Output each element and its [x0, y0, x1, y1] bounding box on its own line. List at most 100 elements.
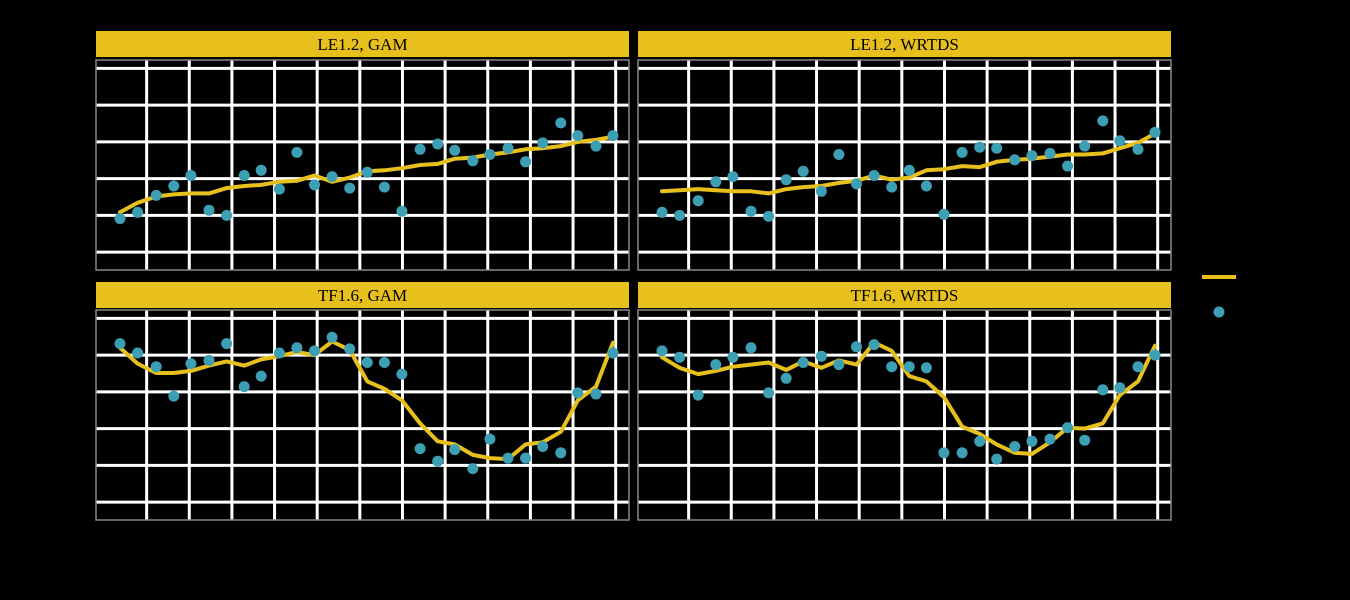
data-point: [780, 372, 792, 384]
data-point: [502, 142, 514, 154]
data-point: [537, 441, 549, 452]
data-point: [1009, 154, 1021, 166]
data-point: [1079, 434, 1091, 446]
data-point: [607, 130, 619, 142]
facet-strip-label: TF1.6, GAM: [318, 286, 407, 305]
facet-strip: [638, 282, 1171, 308]
data-point: [886, 181, 898, 193]
data-point: [361, 357, 373, 368]
data-point: [903, 164, 915, 176]
legend: [1202, 275, 1236, 318]
data-point: [255, 370, 267, 382]
facet-panel-2: LE1.2, WRTDS: [637, 31, 1172, 271]
plot-border: [95, 59, 630, 271]
facet-strip-label: LE1.2, WRTDS: [850, 35, 959, 54]
data-point: [938, 208, 950, 220]
data-point: [656, 206, 668, 218]
facet-panel-4: TF1.6, WRTDS: [637, 282, 1172, 521]
data-point: [956, 146, 968, 158]
data-point: [132, 206, 144, 218]
data-point: [326, 331, 338, 343]
data-point: [185, 170, 197, 181]
series-points: [114, 331, 619, 475]
data-point: [674, 209, 686, 221]
facet-panels: LE1.2, GAM LE1.2, WRTDS TF1.6, GAM TF1.6, W…: [95, 31, 1172, 521]
data-point: [396, 205, 408, 217]
data-point: [484, 433, 496, 445]
legend-point-key: [1213, 306, 1225, 318]
data-point: [467, 463, 479, 475]
data-point: [1132, 361, 1144, 373]
plot-border: [637, 59, 1172, 271]
data-point: [763, 387, 775, 399]
data-point: [520, 452, 532, 464]
data-point: [309, 179, 320, 191]
gridlines: [638, 310, 1171, 520]
data-point: [414, 443, 426, 455]
data-point: [797, 165, 809, 177]
data-point: [273, 183, 285, 195]
data-point: [745, 342, 757, 354]
data-point: [815, 185, 827, 197]
plot-background: [96, 60, 629, 270]
data-point: [344, 343, 356, 355]
series-points: [656, 115, 1161, 222]
data-point: [833, 359, 845, 371]
data-point: [1114, 135, 1126, 147]
data-point: [572, 387, 584, 399]
data-point: [727, 351, 739, 363]
data-point: [291, 342, 303, 354]
plot-border: [95, 309, 630, 521]
data-point: [656, 345, 668, 357]
data-point: [763, 210, 775, 222]
data-point: [938, 447, 950, 459]
series-points: [114, 117, 619, 225]
data-point: [572, 130, 584, 142]
data-point: [1044, 433, 1056, 445]
data-point: [238, 381, 250, 393]
data-point: [291, 146, 303, 158]
data-point: [607, 347, 619, 359]
data-point: [168, 390, 180, 402]
data-point: [502, 452, 514, 464]
data-point: [520, 156, 532, 168]
data-point: [903, 361, 915, 373]
data-point: [991, 453, 1003, 465]
data-point: [361, 166, 373, 178]
data-point: [991, 142, 1003, 154]
series-line: [660, 340, 1157, 456]
data-point: [396, 368, 408, 380]
data-point: [1097, 384, 1109, 396]
data-point: [467, 155, 479, 167]
data-point: [710, 176, 722, 188]
data-point: [727, 171, 739, 183]
data-point: [590, 388, 602, 400]
plot-background: [638, 60, 1171, 270]
data-point: [692, 389, 704, 401]
data-point: [484, 149, 496, 160]
data-point: [886, 361, 898, 373]
data-point: [1062, 422, 1074, 434]
data-point: [745, 205, 757, 217]
data-point: [1044, 147, 1056, 159]
data-point: [920, 180, 932, 192]
facet-panel-3: TF1.6, GAM: [95, 282, 630, 521]
data-point: [432, 455, 444, 467]
data-point: [555, 117, 567, 129]
data-point: [114, 338, 126, 350]
data-point: [344, 182, 356, 194]
data-point: [1079, 140, 1091, 152]
data-point: [1132, 143, 1144, 155]
gridlines: [96, 310, 629, 520]
data-point: [868, 339, 880, 351]
plot-background: [96, 310, 629, 520]
gridlines: [96, 60, 629, 270]
data-point: [692, 195, 704, 207]
facet-panel-1: LE1.2, GAM: [95, 31, 630, 271]
facet-strip: [638, 31, 1171, 57]
data-point: [449, 444, 461, 456]
data-point: [1009, 441, 1021, 452]
data-point: [449, 144, 461, 156]
data-point: [203, 204, 215, 216]
